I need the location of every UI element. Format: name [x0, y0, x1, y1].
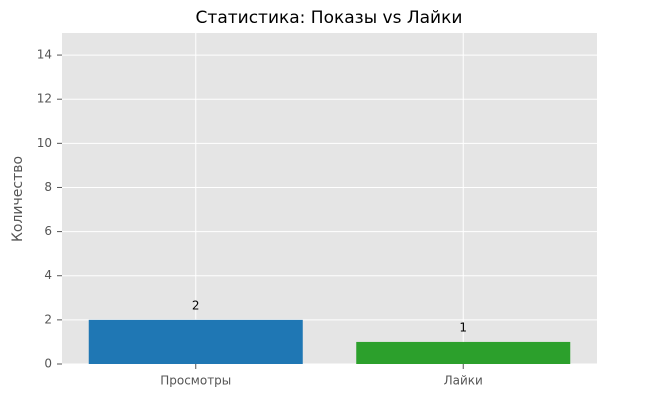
bar: [356, 341, 571, 364]
y-tick-label: 0: [44, 357, 52, 371]
value-label: 2: [192, 298, 200, 312]
y-tick-label: 8: [44, 180, 52, 194]
y-tick-label: 10: [37, 136, 52, 150]
chart-title: Статистика: Показы vs Лайки: [196, 8, 463, 28]
value-label: 1: [459, 320, 467, 334]
bar: [88, 319, 303, 364]
y-tick-label: 12: [37, 92, 52, 106]
y-tick-label: 4: [44, 268, 52, 282]
plot-area: [62, 33, 597, 364]
x-tick-label: Лайки: [444, 374, 483, 388]
y-tick-label: 2: [44, 312, 52, 326]
y-axis-label: Количество: [10, 156, 26, 242]
y-tick-label: 6: [44, 224, 52, 238]
x-tick-label: Просмотры: [160, 374, 231, 388]
y-tick-label: 14: [37, 48, 52, 62]
